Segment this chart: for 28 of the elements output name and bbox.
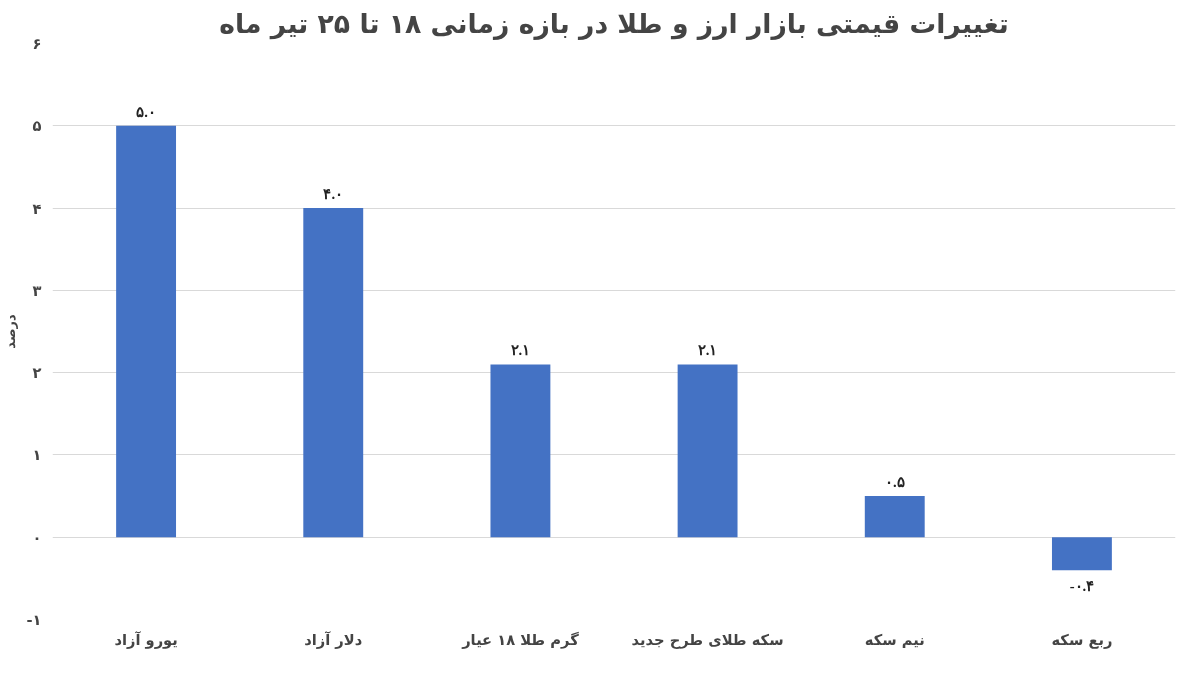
x-tick-label: دلار آزاد — [304, 630, 363, 649]
y-axis-title: درصد — [3, 314, 19, 349]
data-label: ۴.۰ — [323, 186, 344, 203]
data-label: ۲.۱ — [510, 342, 531, 359]
y-tick-label: ۵ — [32, 117, 42, 135]
y-tick-label: ۰ — [32, 528, 42, 546]
data-label: ۰.۵ — [884, 474, 905, 491]
y-tick-label: ۶ — [32, 35, 42, 52]
data-label: -۰.۴ — [1069, 578, 1095, 595]
y-tick-label: ۴ — [32, 199, 42, 217]
x-tick-label: نیم سکه — [864, 630, 925, 648]
bar — [490, 364, 551, 538]
y-tick-label: -۱ — [26, 611, 42, 628]
data-label: ۲.۱ — [697, 342, 718, 359]
y-tick-label: ۳ — [32, 281, 42, 299]
bar — [303, 208, 364, 538]
bar — [116, 125, 177, 538]
x-tick-label: ربع سکه — [1051, 630, 1113, 649]
chart-title: تغییرات قیمتی بازار ارز و طلا در بازه زمانی ۱۸ تا ۲۵ تیر ماه — [219, 7, 1009, 40]
y-tick-label: ۲ — [32, 364, 42, 382]
data-label: ۵.۰ — [136, 103, 156, 120]
bar — [1051, 537, 1112, 571]
x-tick-label: یورو آزاد — [114, 630, 178, 649]
x-tick-label: گرم طلا ۱۸ عیار — [461, 630, 580, 649]
bar — [677, 364, 738, 538]
x-tick-label: سکه طلای طرح جدید — [631, 630, 784, 649]
bar — [864, 496, 925, 538]
y-tick-label: ۱ — [32, 446, 42, 464]
